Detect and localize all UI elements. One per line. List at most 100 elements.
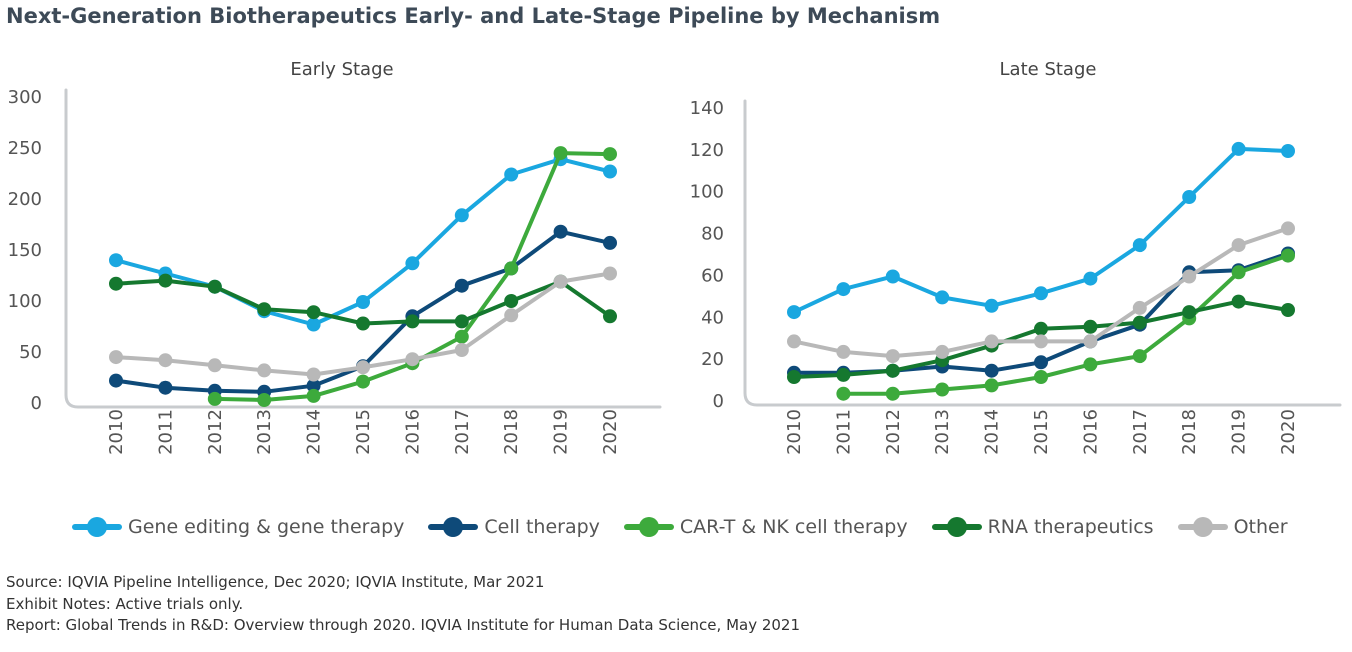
data-point-other[interactable] <box>1182 269 1197 284</box>
data-point-other[interactable] <box>306 367 321 382</box>
data-point-car-t-and-nk-cell-therapy[interactable] <box>1083 357 1098 372</box>
data-point-gene-editing-and-gene-therapy[interactable] <box>306 317 321 332</box>
data-point-car-t-and-nk-cell-therapy[interactable] <box>885 386 900 401</box>
data-point-other[interactable] <box>109 350 123 365</box>
data-point-rna-therapeutics[interactable] <box>1083 319 1098 334</box>
data-point-other[interactable] <box>553 274 568 289</box>
data-point-gene-editing-and-gene-therapy[interactable] <box>356 295 370 309</box>
x-tick-label: 2018 <box>501 409 522 455</box>
data-point-car-t-and-nk-cell-therapy[interactable] <box>1281 248 1295 263</box>
legend-label: RNA therapeutics <box>987 516 1154 538</box>
data-point-car-t-and-nk-cell-therapy[interactable] <box>1034 370 1048 384</box>
legend-swatch-icon <box>623 512 674 542</box>
data-point-other[interactable] <box>603 266 617 281</box>
data-point-car-t-and-nk-cell-therapy[interactable] <box>836 386 851 401</box>
data-point-other[interactable] <box>1231 238 1246 253</box>
data-point-rna-therapeutics[interactable] <box>405 314 420 329</box>
legend-item-car-t-nk[interactable]: CAR-T & NK cell therapy <box>623 512 908 542</box>
data-point-gene-editing-and-gene-therapy[interactable] <box>1083 271 1098 286</box>
data-point-car-t-and-nk-cell-therapy[interactable] <box>504 261 519 276</box>
legend-item-other[interactable]: Other <box>1177 512 1288 542</box>
data-point-rna-therapeutics[interactable] <box>1281 303 1295 317</box>
data-point-car-t-and-nk-cell-therapy[interactable] <box>1132 349 1147 364</box>
data-point-cell-therapy[interactable] <box>158 380 173 395</box>
data-point-car-t-and-nk-cell-therapy[interactable] <box>207 391 222 406</box>
data-point-rna-therapeutics[interactable] <box>1231 294 1246 309</box>
legend-item-gene-editing[interactable]: Gene editing & gene therapy <box>72 512 404 542</box>
data-point-other[interactable] <box>1132 300 1147 315</box>
data-point-other[interactable] <box>1083 334 1098 349</box>
data-point-rna-therapeutics[interactable] <box>836 367 851 382</box>
data-point-rna-therapeutics[interactable] <box>306 305 321 320</box>
x-tick-label: 2020 <box>600 409 621 455</box>
data-point-car-t-and-nk-cell-therapy[interactable] <box>306 388 321 403</box>
data-point-car-t-and-nk-cell-therapy[interactable] <box>1231 265 1246 280</box>
data-point-gene-editing-and-gene-therapy[interactable] <box>1182 190 1197 204</box>
data-point-rna-therapeutics[interactable] <box>1132 315 1147 330</box>
data-point-cell-therapy[interactable] <box>1034 355 1048 370</box>
data-point-car-t-and-nk-cell-therapy[interactable] <box>603 147 617 162</box>
data-point-other[interactable] <box>504 308 519 323</box>
data-point-gene-editing-and-gene-therapy[interactable] <box>885 269 900 284</box>
data-point-rna-therapeutics[interactable] <box>356 316 370 331</box>
data-point-gene-editing-and-gene-therapy[interactable] <box>109 253 123 268</box>
data-point-car-t-and-nk-cell-therapy[interactable] <box>935 382 950 397</box>
data-point-gene-editing-and-gene-therapy[interactable] <box>787 305 801 320</box>
legend: Gene editing & gene therapy Cell therapy… <box>72 512 1312 542</box>
data-point-rna-therapeutics[interactable] <box>504 294 519 308</box>
data-point-rna-therapeutics[interactable] <box>257 302 272 317</box>
data-point-car-t-and-nk-cell-therapy[interactable] <box>356 374 370 389</box>
data-point-car-t-and-nk-cell-therapy[interactable] <box>454 329 469 344</box>
data-point-other[interactable] <box>158 353 173 368</box>
data-point-other[interactable] <box>257 363 272 378</box>
data-point-other[interactable] <box>1034 334 1048 349</box>
data-point-rna-therapeutics[interactable] <box>1034 321 1048 336</box>
data-point-gene-editing-and-gene-therapy[interactable] <box>1281 144 1295 158</box>
data-point-other[interactable] <box>885 349 900 364</box>
data-point-gene-editing-and-gene-therapy[interactable] <box>603 164 617 179</box>
data-point-other[interactable] <box>935 344 950 359</box>
data-point-other[interactable] <box>356 360 370 375</box>
data-point-gene-editing-and-gene-therapy[interactable] <box>935 290 950 305</box>
data-point-cell-therapy[interactable] <box>984 363 999 378</box>
data-point-other[interactable] <box>405 352 420 367</box>
data-point-other[interactable] <box>836 344 851 359</box>
data-point-rna-therapeutics[interactable] <box>109 276 123 291</box>
y-tick-label: 0 <box>31 393 42 414</box>
data-point-other[interactable] <box>454 343 469 357</box>
data-point-rna-therapeutics[interactable] <box>158 273 173 288</box>
data-point-rna-therapeutics[interactable] <box>885 363 900 378</box>
legend-item-rna-therapeutics[interactable]: RNA therapeutics <box>931 512 1154 542</box>
data-point-other[interactable] <box>1281 221 1295 236</box>
data-point-gene-editing-and-gene-therapy[interactable] <box>405 256 420 271</box>
data-point-cell-therapy[interactable] <box>306 378 321 393</box>
data-point-cell-therapy[interactable] <box>603 235 617 250</box>
data-point-gene-editing-and-gene-therapy[interactable] <box>454 208 469 223</box>
data-point-cell-therapy[interactable] <box>109 373 123 388</box>
data-point-rna-therapeutics[interactable] <box>787 370 801 384</box>
x-tick-label: 2017 <box>1130 409 1151 455</box>
data-point-gene-editing-and-gene-therapy[interactable] <box>1231 141 1246 156</box>
data-point-gene-editing-and-gene-therapy[interactable] <box>984 298 999 313</box>
data-point-cell-therapy[interactable] <box>454 278 469 293</box>
data-point-rna-therapeutics[interactable] <box>603 309 617 324</box>
data-point-gene-editing-and-gene-therapy[interactable] <box>1034 286 1048 301</box>
series-gene-editing-and-gene-therapy <box>109 152 617 332</box>
legend-swatch-icon <box>1177 512 1228 542</box>
data-point-car-t-and-nk-cell-therapy[interactable] <box>257 393 272 407</box>
data-point-gene-editing-and-gene-therapy[interactable] <box>504 167 519 182</box>
data-point-cell-therapy[interactable] <box>553 224 568 239</box>
data-point-other[interactable] <box>984 334 999 349</box>
data-point-car-t-and-nk-cell-therapy[interactable] <box>553 146 568 161</box>
data-point-rna-therapeutics[interactable] <box>207 279 222 294</box>
data-point-gene-editing-and-gene-therapy[interactable] <box>1132 238 1147 253</box>
data-point-rna-therapeutics[interactable] <box>1182 305 1197 320</box>
data-point-gene-editing-and-gene-therapy[interactable] <box>836 282 851 297</box>
data-point-car-t-and-nk-cell-therapy[interactable] <box>984 378 999 393</box>
data-point-other[interactable] <box>207 358 222 373</box>
x-tick-label: 2011 <box>833 409 854 455</box>
legend-item-cell-therapy[interactable]: Cell therapy <box>428 512 600 542</box>
data-point-other[interactable] <box>787 334 801 349</box>
data-point-rna-therapeutics[interactable] <box>454 314 469 329</box>
